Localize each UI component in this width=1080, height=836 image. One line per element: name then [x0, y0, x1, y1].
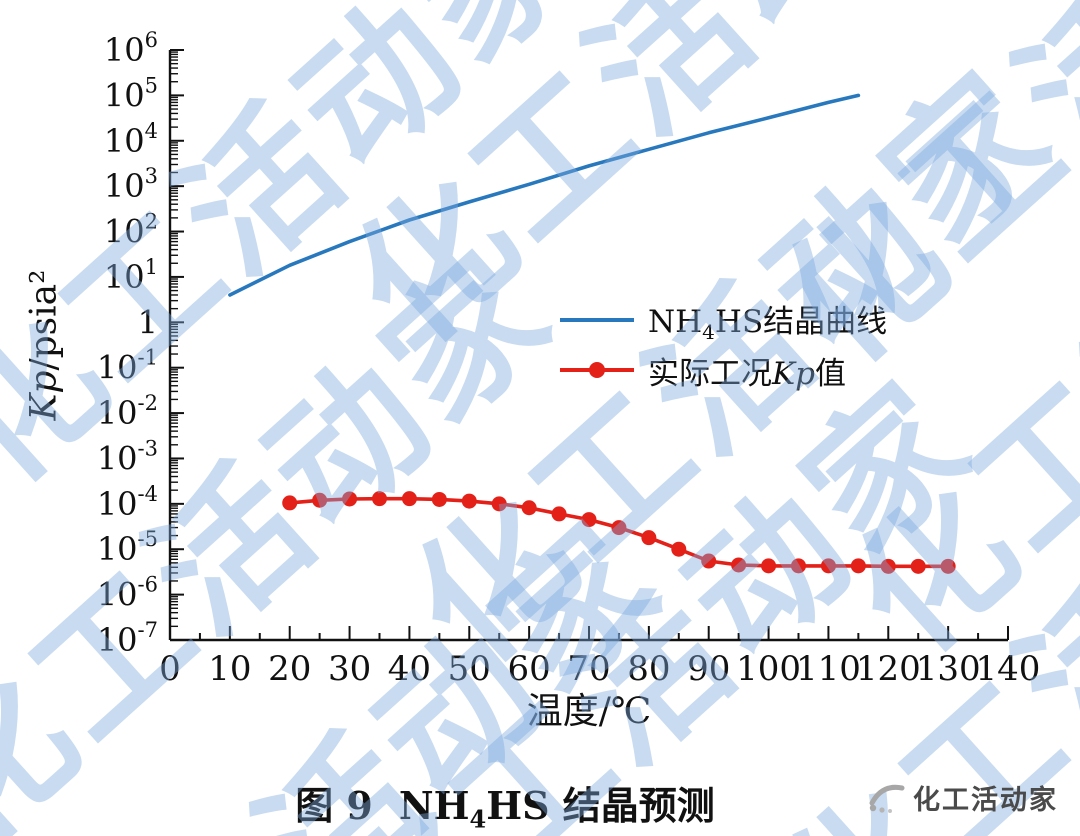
svg-text:10-7: 10-7	[97, 618, 158, 659]
caption-formula-sub: 4	[469, 804, 487, 834]
legend-red-marker-dot	[589, 362, 605, 378]
svg-text:140: 140	[976, 649, 1041, 689]
svg-text:120: 120	[856, 649, 921, 689]
svg-text:0: 0	[159, 649, 181, 689]
caption-number: 图 9	[295, 783, 373, 828]
legend-label-actual-italic: Kp	[772, 355, 816, 392]
svg-text:104: 104	[104, 119, 158, 160]
legend-item-crystallization-curve: NH4HS结晶曲线	[560, 303, 887, 344]
svg-text:30: 30	[328, 649, 371, 689]
legend-label-curve-sub: 4	[702, 320, 715, 345]
svg-text:101: 101	[104, 255, 158, 296]
svg-text:105: 105	[104, 73, 158, 114]
caption-title: HS 结晶预测	[486, 783, 715, 828]
legend-blue-line-sample	[560, 318, 634, 322]
svg-text:10-4: 10-4	[97, 482, 158, 523]
legend-label-curve-post: HS结晶曲线	[714, 303, 888, 340]
figure-area: 0 10 20 30 40 50 60 70 80 90 100 110 120 130 140 106 105…	[24, 28, 1041, 732]
logo-text: 化工活动家	[913, 784, 1058, 816]
y-axis-label-italic: Kp	[23, 370, 65, 421]
legend-label-curve-pre: NH	[648, 303, 703, 340]
svg-text:40: 40	[388, 649, 431, 689]
svg-text:20: 20	[268, 649, 311, 689]
svg-text:60: 60	[508, 649, 551, 689]
svg-text:100: 100	[736, 649, 801, 689]
svg-text:90: 90	[687, 649, 730, 689]
chart-legend: NH4HS结晶曲线 实际工况Kp值	[560, 303, 887, 392]
caption-formula-pre: NH	[398, 783, 470, 828]
svg-text:50: 50	[448, 649, 491, 689]
svg-text:80: 80	[627, 649, 670, 689]
svg-text:103: 103	[104, 164, 158, 205]
svg-text:10-2: 10-2	[97, 391, 158, 432]
logo-swoosh-icon	[869, 784, 905, 813]
y-axis-label-rest: /psia²	[23, 269, 65, 371]
svg-text:102: 102	[104, 210, 158, 251]
svg-text:10-5: 10-5	[97, 527, 158, 568]
svg-text:10-6: 10-6	[97, 573, 158, 614]
svg-text:110: 110	[796, 649, 861, 689]
legend-label-curve: NH4HS结晶曲线	[648, 296, 887, 344]
legend-label-actual: 实际工况Kp值	[648, 348, 846, 393]
svg-text:10: 10	[208, 649, 251, 689]
svg-text:10-1: 10-1	[97, 346, 158, 387]
legend-item-actual-kp: 实际工况Kp值	[560, 353, 887, 392]
x-axis-label: 温度/℃	[526, 691, 652, 732]
svg-text:10-3: 10-3	[97, 436, 158, 477]
legend-red-line-sample	[560, 362, 634, 378]
svg-text:70: 70	[567, 649, 610, 689]
svg-text:106: 106	[104, 28, 158, 69]
legend-label-actual-post: 值	[815, 355, 847, 392]
svg-text:130: 130	[916, 649, 981, 689]
svg-text:1: 1	[138, 303, 158, 341]
legend-label-actual-pre: 实际工况	[648, 355, 772, 392]
publisher-logo: 化工活动家	[865, 776, 1058, 818]
y-axis-label: Kp/psia²	[24, 269, 65, 420]
figure-caption: 图 9 NH4HS 结晶预测	[295, 775, 715, 834]
